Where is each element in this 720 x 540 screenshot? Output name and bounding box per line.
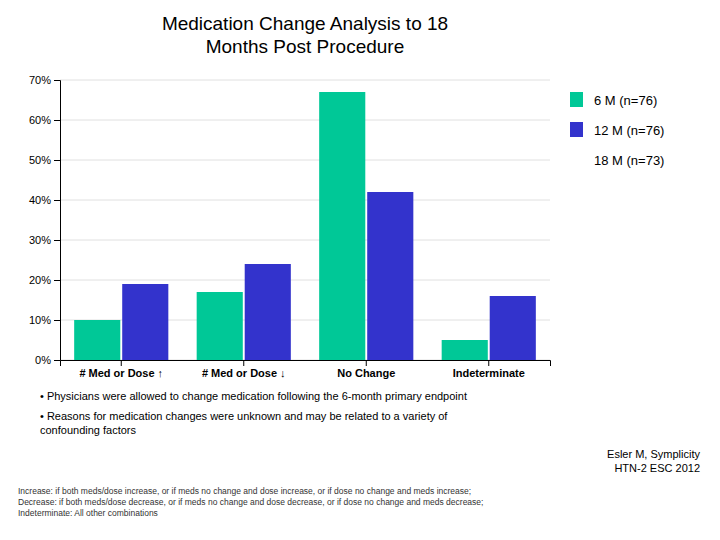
bar <box>122 284 168 360</box>
tick-mark <box>243 360 244 366</box>
tick-label: 20% <box>29 274 51 286</box>
tick: 20% <box>29 274 60 286</box>
tick-mark <box>54 320 60 321</box>
tick-mark <box>54 240 60 241</box>
grid <box>60 80 550 360</box>
tick-label: 0% <box>35 354 51 366</box>
tick: 60% <box>29 114 60 126</box>
tick-label: 60% <box>29 114 51 126</box>
bars <box>74 92 536 360</box>
annotation: • Reasons for medication changes were un… <box>40 410 448 436</box>
grid-line <box>60 160 550 161</box>
tick: # Med or Dose ↑ <box>79 360 163 379</box>
tick-label: # Med or Dose ↓ <box>202 367 286 379</box>
grid-line <box>60 280 550 281</box>
legend-label: 6 M (n=76) <box>594 93 657 108</box>
chart: 0%10%20%30%40%50%60%70%# Med or Dose ↑# … <box>0 0 720 540</box>
tick-label: No Change <box>337 367 395 379</box>
legend: 6 M (n=76) 12 M (n=76) 18 M (n=73) <box>570 92 664 168</box>
bar <box>367 192 413 360</box>
tick: 70% <box>29 74 60 86</box>
legend-label: 18 M (n=73) <box>594 153 664 168</box>
x-axis: # Med or Dose ↑ # Med or Dose ↓ No Change I… <box>61 360 551 379</box>
bar <box>197 292 243 360</box>
bar <box>74 320 120 360</box>
annotation: Esler M, SymplicityHTN-2 ESC 2012 <box>607 448 700 474</box>
tick: # Med or Dose ↓ <box>202 360 286 379</box>
tick-mark <box>488 360 489 366</box>
tick-label: Indeterminate <box>453 367 525 379</box>
tick-mark <box>54 280 60 281</box>
tick: Indeterminate <box>453 360 525 379</box>
tick-label: 50% <box>29 154 51 166</box>
legend-swatch <box>570 122 583 137</box>
legend-swatch <box>570 92 583 107</box>
tick-mark <box>366 360 367 366</box>
tick-mark <box>54 360 60 361</box>
axis-line <box>61 361 551 367</box>
grid-line <box>60 200 550 201</box>
y-axis: 0% 10% 20% 30% 40% 50% 60% 70% <box>29 74 61 366</box>
grid-line <box>60 120 550 121</box>
tick-mark <box>54 160 60 161</box>
tick-mark <box>54 80 60 81</box>
tick-mark <box>121 360 122 366</box>
annotation: • Physicians were allowed to change medi… <box>40 390 467 402</box>
tick-label: 30% <box>29 234 51 246</box>
tick-label: 70% <box>29 74 51 86</box>
legend-item: 18 M (n=73) <box>594 153 664 168</box>
plot: 0%10%20%30%40%50%60%70%# Med or Dose ↑# … <box>29 74 551 379</box>
bar <box>319 92 365 360</box>
axis-line <box>54 81 61 361</box>
grid-line <box>60 80 550 81</box>
bar <box>442 340 488 360</box>
bar <box>245 264 291 360</box>
tick: 50% <box>29 154 60 166</box>
bar <box>490 296 536 360</box>
tick: 10% <box>29 314 60 326</box>
title: Medication Change Analysis to 18Months P… <box>162 13 448 57</box>
legend-item: 12 M (n=76) <box>570 122 664 138</box>
tick-label: 40% <box>29 194 51 206</box>
tick: 0% <box>35 354 60 366</box>
tick-mark <box>54 120 60 121</box>
annotation: Increase: if both meds/dose increase, or… <box>18 486 483 518</box>
tick: 30% <box>29 234 60 246</box>
tick: No Change <box>337 360 395 379</box>
tick: 40% <box>29 194 60 206</box>
legend-label: 12 M (n=76) <box>594 123 664 138</box>
legend-item: 6 M (n=76) <box>570 92 657 108</box>
tick-label: 10% <box>29 314 51 326</box>
grid-line <box>60 240 550 241</box>
tick-label: # Med or Dose ↑ <box>79 367 163 379</box>
tick-mark <box>54 200 60 201</box>
